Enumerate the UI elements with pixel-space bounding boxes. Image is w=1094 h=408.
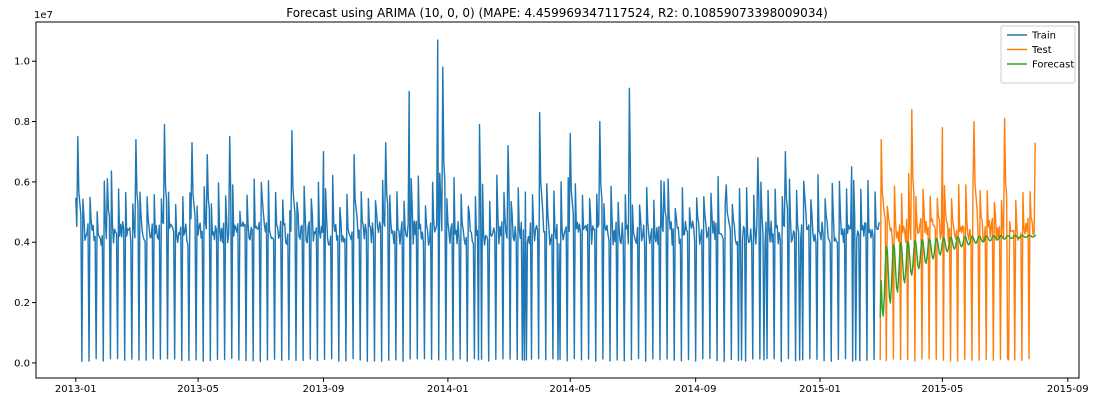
y-tick-label: 0.0 <box>14 358 30 369</box>
y-tick-label: 0.4 <box>14 238 30 249</box>
x-tick-label: 2013-01 <box>55 384 97 395</box>
chart-title: Forecast using ARIMA (10, 0, 0) (MAPE: 4… <box>286 6 828 20</box>
legend-label: Train <box>1031 31 1056 42</box>
y-scale-label: 1e7 <box>34 10 53 21</box>
y-tick-label: 1.0 <box>14 57 30 68</box>
series-line-forecast <box>879 234 1037 318</box>
plot-area: 2013-01 2013-05 2013-09 2014-01 2014-05 2014-… <box>14 39 1089 395</box>
y-tick-label: 0.2 <box>14 298 30 309</box>
x-tick-label: 2014-05 <box>549 384 591 395</box>
series-line-test <box>879 108 1036 362</box>
x-tick-label: 2015-09 <box>1047 384 1089 395</box>
x-tick-label: 2014-09 <box>675 384 717 395</box>
legend: Train Test Forecast <box>1000 25 1076 84</box>
x-tick-label: 2013-09 <box>303 384 345 395</box>
legend-box <box>1000 25 1076 84</box>
y-tick-label: 0.8 <box>14 117 30 128</box>
x-tick-label: 2015-05 <box>921 384 963 395</box>
y-tick-label: 0.6 <box>14 177 30 188</box>
x-tick-label: 2013-05 <box>177 384 219 395</box>
legend-label: Forecast <box>1032 60 1074 71</box>
x-tick-label: 2015-01 <box>799 384 841 395</box>
plot-frame <box>35 21 1080 379</box>
legend-label: Test <box>1031 45 1052 56</box>
series-line-train <box>75 39 880 363</box>
x-tick-label: 2014-01 <box>427 384 469 395</box>
